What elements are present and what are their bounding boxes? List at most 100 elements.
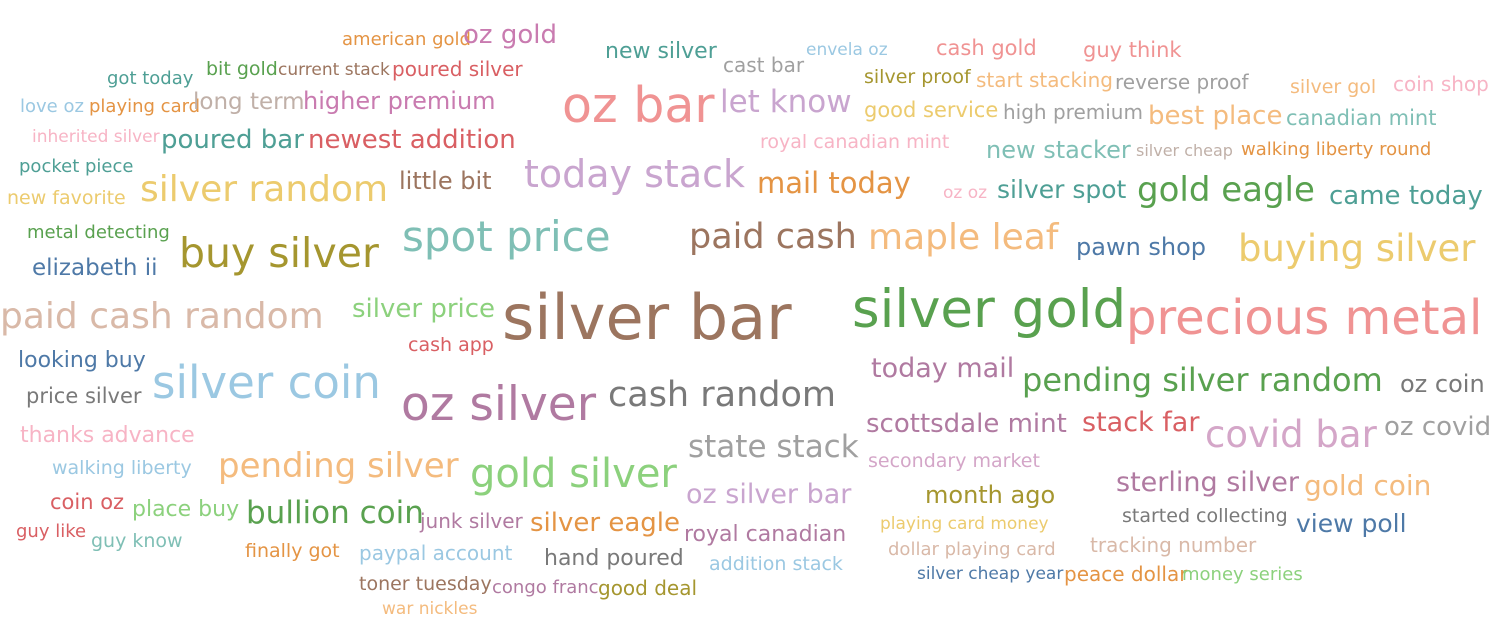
word: cash random — [608, 375, 836, 415]
word: new silver — [605, 39, 717, 64]
word: view poll — [1296, 509, 1407, 538]
word: silver eagle — [530, 508, 680, 538]
word: money series — [1182, 564, 1303, 585]
word: precious metal — [1126, 290, 1483, 346]
word: maple leaf — [868, 217, 1059, 258]
word: inherited silver — [32, 127, 160, 147]
word: spot price — [402, 212, 611, 261]
word: good service — [864, 98, 999, 122]
word: good deal — [598, 576, 698, 600]
word: looking buy — [18, 348, 146, 373]
word: royal canadian — [684, 522, 847, 547]
word: guy know — [91, 530, 183, 552]
word: oz coin — [1400, 370, 1485, 398]
word: pending silver — [218, 446, 459, 486]
word: poured silver — [392, 57, 523, 81]
word: scottsdale mint — [866, 409, 1067, 439]
word: buying silver — [1238, 227, 1476, 270]
word: royal canadian mint — [760, 131, 950, 153]
word: envela oz — [806, 40, 888, 60]
word: cash gold — [936, 36, 1037, 60]
word: paid cash random — [0, 296, 324, 337]
word: oz silver bar — [686, 479, 852, 510]
word: silver cheap — [1136, 141, 1233, 160]
word: start stacking — [976, 68, 1113, 92]
word: best place — [1148, 101, 1283, 131]
word: mail today — [757, 166, 911, 200]
word: junk silver — [420, 509, 523, 533]
word: gold coin — [1304, 469, 1432, 502]
word: congo franc — [492, 577, 599, 598]
word: gold silver — [470, 451, 677, 497]
word: cash app — [408, 334, 494, 356]
word: bullion coin — [246, 495, 424, 531]
word: dollar playing card — [888, 539, 1056, 560]
word: stack far — [1082, 407, 1200, 438]
word: silver spot — [997, 175, 1127, 204]
word: secondary market — [868, 450, 1040, 472]
word: got today — [107, 68, 194, 89]
word: sterling silver — [1116, 467, 1299, 498]
word: bit gold — [206, 58, 278, 80]
word: walking liberty round — [1241, 139, 1432, 160]
word: coin shop — [1393, 72, 1489, 96]
word: cast bar — [723, 53, 805, 77]
word: high premium — [1003, 100, 1143, 124]
word: higher premium — [303, 87, 496, 115]
word: pocket piece — [19, 156, 134, 177]
word: silver gold — [852, 279, 1127, 340]
word: silver random — [140, 169, 389, 210]
word: walking liberty — [52, 457, 192, 479]
word: oz oz — [943, 183, 988, 203]
word: state stack — [688, 429, 859, 465]
word: tracking number — [1090, 533, 1257, 557]
word: playing card — [89, 96, 201, 117]
word: let know — [720, 84, 852, 120]
word: little bit — [399, 167, 492, 195]
word: paypal account — [359, 541, 513, 565]
word: addition stack — [709, 553, 843, 575]
word: buy silver — [179, 229, 379, 277]
word: elizabeth ii — [32, 255, 158, 281]
word: new favorite — [7, 187, 126, 209]
word: gold eagle — [1137, 170, 1315, 210]
word: toner tuesday — [359, 573, 492, 595]
word: came today — [1329, 181, 1483, 211]
word: today stack — [524, 152, 746, 196]
word: price silver — [26, 384, 142, 408]
word: american gold — [342, 29, 471, 50]
word: thanks advance — [20, 423, 195, 448]
word: finally got — [245, 540, 340, 562]
word: current stack — [278, 60, 390, 80]
word: hand poured — [544, 546, 684, 571]
word: silver gol — [1290, 76, 1377, 98]
word: silver cheap year — [917, 564, 1064, 584]
word: covid bar — [1205, 413, 1377, 456]
word: love oz — [20, 96, 84, 117]
word: guy like — [16, 521, 87, 542]
word: newest addition — [308, 125, 516, 155]
word: silver proof — [864, 66, 971, 88]
word: oz gold — [463, 20, 557, 50]
word: oz silver — [401, 377, 597, 432]
word: metal detecting — [27, 222, 170, 243]
word: oz bar — [562, 77, 715, 134]
word: new stacker — [986, 136, 1131, 164]
word: silver bar — [502, 281, 792, 354]
word: pawn shop — [1076, 233, 1207, 261]
word: oz covid — [1384, 412, 1492, 442]
word: silver coin — [152, 356, 381, 409]
word: today mail — [871, 353, 1015, 384]
word: poured bar — [161, 125, 304, 155]
word: peace dollar — [1064, 562, 1188, 586]
word: war nickles — [382, 599, 478, 619]
word: pending silver random — [1022, 361, 1383, 399]
word: started collecting — [1122, 505, 1288, 527]
word: place buy — [132, 497, 240, 522]
word: reverse proof — [1115, 70, 1249, 94]
word: long term — [193, 89, 305, 115]
word: canadian mint — [1286, 106, 1437, 130]
word: guy think — [1083, 38, 1182, 62]
word: silver price — [352, 294, 496, 324]
